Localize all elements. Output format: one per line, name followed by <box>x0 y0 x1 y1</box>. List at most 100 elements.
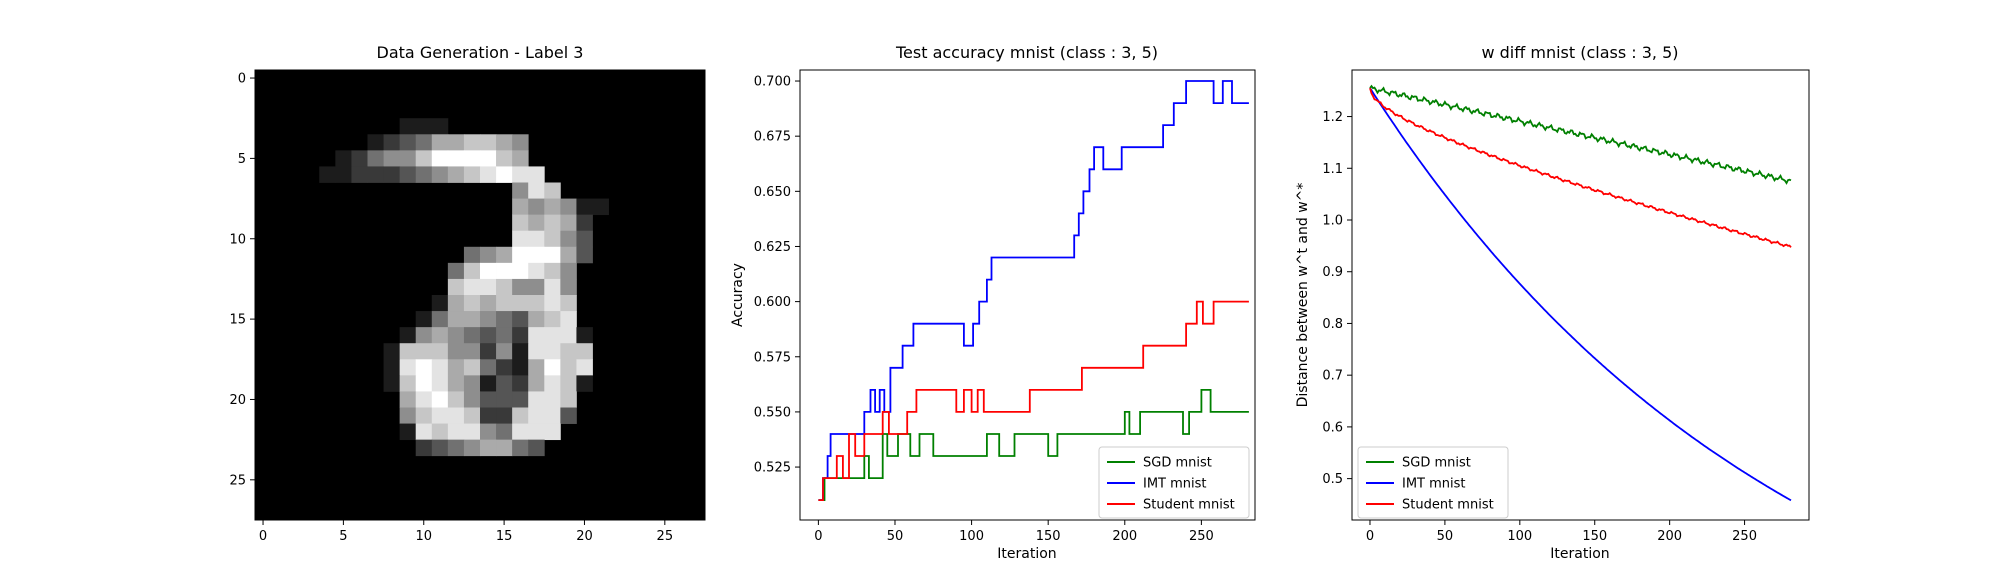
heatmap-cell <box>496 278 513 296</box>
heatmap-x-tick-label: 0 <box>259 529 267 544</box>
heatmap-cell <box>576 246 593 264</box>
heatmap-cell <box>431 311 449 328</box>
heatmap-cell <box>480 407 497 424</box>
heatmap-cell <box>447 278 465 296</box>
heatmap-cell <box>512 391 529 408</box>
heatmap-cell <box>367 166 384 183</box>
heatmap-cell <box>319 166 336 183</box>
wdiff-legend: SGD mnist IMT mnist Student mnist <box>1357 446 1509 519</box>
series-line <box>818 80 1249 501</box>
heatmap-cell <box>528 359 545 376</box>
heatmap-cell <box>544 214 561 232</box>
wdiff-y-label-text: Distance between w^t and w^* <box>1295 183 1311 408</box>
accuracy-frame <box>799 69 1256 521</box>
heatmap-cell <box>496 391 513 408</box>
heatmap-cell <box>496 359 513 376</box>
heatmap-cell <box>544 423 561 441</box>
heatmap-cell <box>528 327 545 344</box>
y-tick-label: 0.525 <box>754 461 791 476</box>
y-tick-label: 0.700 <box>754 75 791 90</box>
heatmap-cell <box>528 407 545 424</box>
heatmap-cell <box>447 423 465 441</box>
x-tick-label: 100 <box>1507 529 1532 544</box>
heatmap-cell <box>544 311 561 328</box>
wdiff-x-ticks: 0 50 100 150 200 250 <box>1366 520 1757 544</box>
accuracy-x-label: Iteration <box>997 546 1056 562</box>
wdiff-x-label: Iteration <box>1550 546 1609 562</box>
heatmap-cell <box>512 327 529 344</box>
heatmap-cell <box>528 439 545 457</box>
heatmap-cell <box>447 134 465 151</box>
heatmap-cell <box>512 150 529 167</box>
heatmap-cell <box>496 423 513 441</box>
accuracy-legend: SGD mnist IMT mnist Student mnist <box>1098 446 1250 519</box>
heatmap-cell <box>512 423 529 441</box>
heatmap-cell <box>335 166 352 183</box>
heatmap-cells <box>255 70 705 520</box>
heatmap-y-tick-label: 20 <box>229 393 246 408</box>
heatmap-cell <box>383 166 401 183</box>
y-tick-label: 0.9 <box>1322 265 1343 280</box>
heatmap-cell <box>512 182 529 199</box>
heatmap-cell <box>447 295 465 312</box>
heatmap-cell <box>544 327 561 344</box>
heatmap-cell <box>528 391 545 408</box>
heatmap-cell <box>544 278 561 296</box>
heatmap-cell <box>512 359 529 376</box>
heatmap-cell <box>447 327 465 344</box>
heatmap-cell <box>447 166 465 183</box>
heatmap-cell <box>367 150 384 167</box>
heatmap-cell <box>351 150 368 167</box>
heatmap-cell <box>399 166 417 183</box>
heatmap-cell <box>496 295 513 312</box>
heatmap-cell <box>447 311 465 328</box>
heatmap-cell <box>512 407 529 424</box>
heatmap-cell <box>447 375 465 392</box>
heatmap-cell <box>544 246 561 264</box>
heatmap-cell <box>447 343 465 360</box>
wdiff-frame <box>1351 69 1810 521</box>
y-tick-label: 0.6 <box>1322 420 1343 435</box>
series-line <box>1369 87 1792 502</box>
heatmap-cell <box>512 214 529 232</box>
x-tick-label: 250 <box>1189 529 1214 544</box>
heatmap-cell <box>512 278 529 296</box>
heatmap-cell <box>512 375 529 392</box>
heatmap-y-tick-label: 15 <box>229 313 246 328</box>
heatmap-cell <box>512 295 529 312</box>
heatmap-cell <box>431 150 449 167</box>
y-tick-label: 0.600 <box>754 295 791 310</box>
heatmap-cell <box>560 246 577 264</box>
heatmap-cell <box>351 166 368 183</box>
heatmap-cell <box>576 375 593 392</box>
heatmap-cell <box>415 407 433 424</box>
heatmap-cell <box>496 407 513 424</box>
heatmap-cell <box>463 423 481 441</box>
heatmap-cell <box>528 246 545 264</box>
heatmap-cell <box>431 423 449 441</box>
heatmap-cell <box>512 343 529 360</box>
heatmap-cell <box>480 262 497 280</box>
heatmap-cell <box>512 134 529 151</box>
heatmap-cell <box>544 295 561 312</box>
heatmap-x-tick-label: 10 <box>415 529 432 544</box>
heatmap-cell <box>463 166 481 183</box>
x-tick-label: 100 <box>959 529 984 544</box>
heatmap-cell <box>528 230 545 248</box>
accuracy-y-label: Accuracy <box>730 263 746 327</box>
heatmap-cell <box>560 230 577 248</box>
heatmap-cell <box>415 391 433 408</box>
y-tick-label: 1.2 <box>1322 110 1343 125</box>
legend-label: SGD mnist <box>1143 456 1212 471</box>
heatmap-cell <box>399 134 417 151</box>
heatmap-cell <box>463 262 481 280</box>
series-line <box>1369 84 1792 185</box>
x-tick-label: 200 <box>1657 529 1682 544</box>
heatmap-y-tick-label: 5 <box>238 152 246 167</box>
heatmap-cell <box>496 262 513 280</box>
heatmap-cell <box>480 311 497 328</box>
heatmap-cell <box>431 343 449 360</box>
heatmap-cell <box>576 198 593 216</box>
heatmap-cell <box>447 391 465 408</box>
heatmap-cell <box>560 278 577 296</box>
